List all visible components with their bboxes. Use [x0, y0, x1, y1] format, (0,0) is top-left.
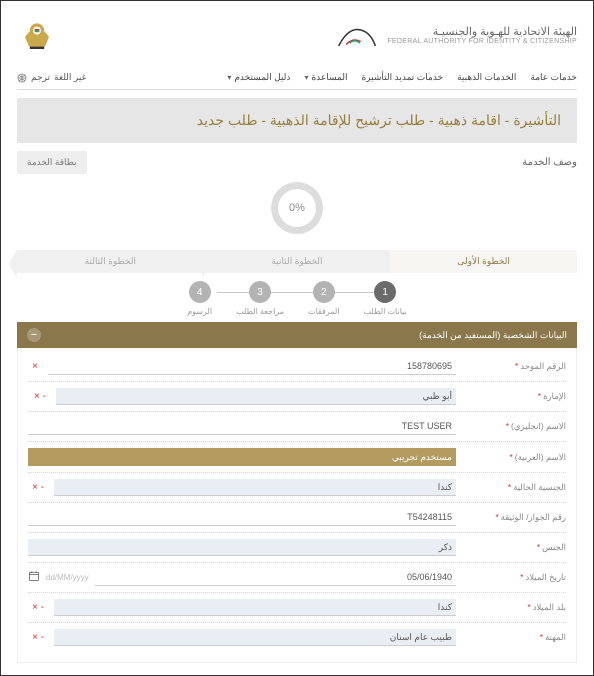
- globe-icon: [17, 73, 27, 83]
- step-circle-4: 4: [189, 281, 211, 303]
- stepper: 1 بيانات الطلب 2 المرفقات 3 مراجعة الطلب 4 ا…: [17, 281, 577, 316]
- occupation-input[interactable]: [54, 629, 456, 646]
- service-card-button[interactable]: بطاقة الخدمة: [17, 151, 87, 174]
- pob-label: بلد الميلاد: [533, 602, 566, 612]
- language-toggle[interactable]: ترجم غير اللغة: [17, 72, 86, 83]
- step-circle-3: 3: [249, 281, 271, 303]
- lang-label: غير اللغة: [54, 72, 86, 83]
- step-label-2: المرفقات: [308, 307, 340, 316]
- emirate-label: الإمارة: [543, 391, 566, 401]
- org-logo: الهيئة الاتحادية للهـوية والجنسيـة FEDER…: [335, 15, 577, 55]
- nav-visa-ext[interactable]: خدمات تمديد التأشيرة: [361, 72, 443, 83]
- step-tabs: الخطوة الأولى الخطوة الثانية الخطوة الثا…: [17, 250, 577, 273]
- step-label-3: مراجعة الطلب: [236, 307, 284, 316]
- name-en-label: الاسم (انجليزي): [511, 421, 566, 431]
- step-label-4: الرسوم: [187, 307, 212, 316]
- remove-icon[interactable]: - ×: [28, 632, 48, 643]
- remove-icon[interactable]: - ×: [28, 602, 48, 613]
- unified-no-label: الرقم الموحد: [520, 361, 566, 371]
- step-circle-2: 2: [313, 281, 335, 303]
- remove-icon[interactable]: ×: [28, 361, 42, 372]
- translate-label: ترجم: [31, 72, 50, 83]
- nav-golden[interactable]: الخدمات الذهبية: [457, 72, 516, 83]
- dob-placeholder: dd/MM/yyyy: [46, 573, 89, 582]
- step-label-1: بيانات الطلب: [364, 307, 407, 316]
- progress-value: 0%: [269, 180, 325, 236]
- service-desc-label: وصف الخدمة: [522, 157, 577, 168]
- panel-title: البيانات الشخصية (المستفيد من الخدمة): [419, 330, 567, 341]
- org-name-en: FEDERAL AUTHORITY FOR IDENTITY & CITIZEN…: [387, 38, 577, 45]
- name-en-input[interactable]: [28, 418, 456, 435]
- emirate-input[interactable]: [56, 388, 456, 405]
- tab-step-3[interactable]: الخطوة الثالثة: [17, 250, 204, 273]
- passport-input[interactable]: [28, 509, 456, 526]
- remove-icon[interactable]: - ×: [30, 391, 50, 402]
- gender-label: الجنس: [542, 542, 566, 552]
- panel-header: البيانات الشخصية (المستفيد من الخدمة) −: [17, 322, 577, 348]
- unified-no-input[interactable]: [48, 358, 456, 375]
- passport-label: رقم الجواز/ الوثيقة: [501, 512, 566, 522]
- dob-label: تاريخ الميلاد: [525, 572, 566, 582]
- main-nav: خدمات عامة الخدمات الذهبية خدمات تمديد ا…: [17, 66, 577, 90]
- name-ar-label: الاسم (العربية): [515, 452, 566, 462]
- header: الهيئة الاتحادية للهـوية والجنسيـة FEDER…: [17, 13, 577, 56]
- nav-general[interactable]: خدمات عامة: [530, 72, 577, 83]
- remove-icon[interactable]: - ×: [28, 482, 48, 493]
- dob-input[interactable]: [95, 569, 456, 586]
- form-body: الرقم الموحد* × الإمارة* - × الاسم (انجل…: [17, 348, 577, 663]
- collapse-icon[interactable]: −: [27, 328, 41, 342]
- uae-emblem-icon: [17, 13, 57, 56]
- tab-step-2[interactable]: الخطوة الثانية: [204, 250, 391, 273]
- pob-input[interactable]: [54, 599, 456, 616]
- step-circle-1: 1: [374, 281, 396, 303]
- page-title: التأشيرة - اقامة ذهبية - طلب ترشيح للإقا…: [17, 98, 577, 143]
- tab-step-1[interactable]: الخطوة الأولى: [390, 250, 577, 273]
- org-name-ar: الهيئة الاتحادية للهـوية والجنسيـة: [387, 25, 577, 38]
- progress-gauge: 0%: [17, 180, 577, 236]
- gender-input[interactable]: [28, 539, 456, 556]
- calendar-icon[interactable]: [28, 570, 40, 585]
- occupation-label: المهنة: [545, 632, 566, 642]
- nationality-label: الجنسية الحالية: [513, 482, 566, 492]
- nav-help[interactable]: المساعدة: [304, 72, 347, 83]
- nationality-input[interactable]: [54, 479, 456, 496]
- name-ar-input[interactable]: [28, 448, 456, 466]
- nav-user-guide[interactable]: دليل المستخدم: [227, 72, 290, 83]
